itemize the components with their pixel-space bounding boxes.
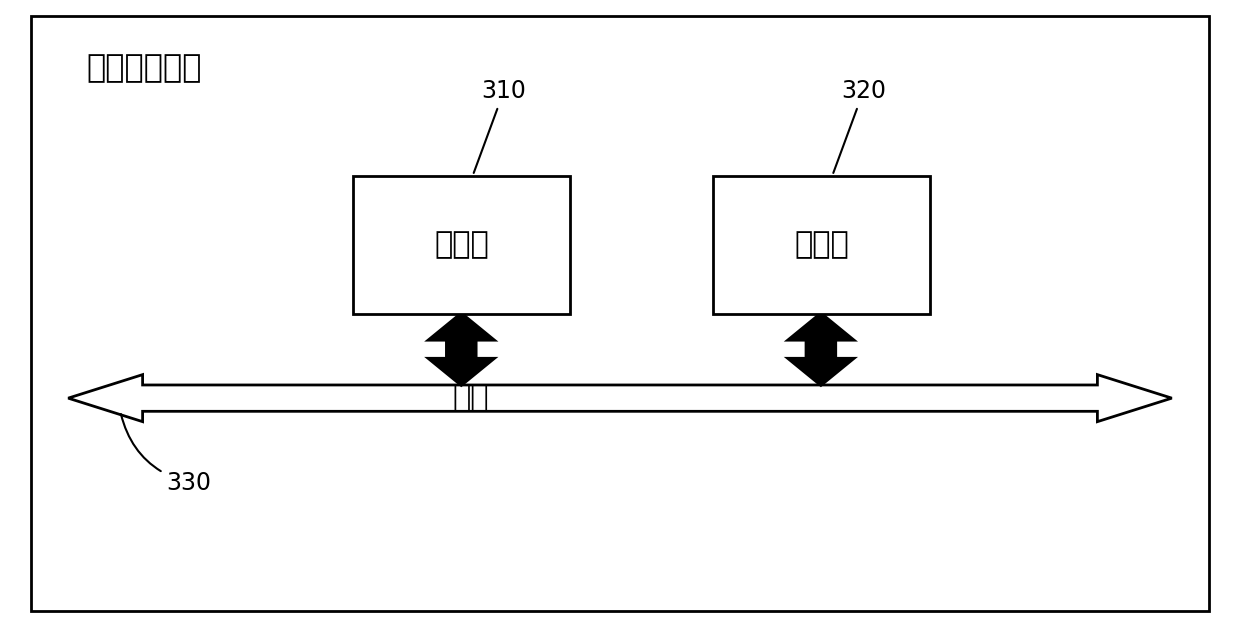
Text: 处理器: 处理器: [434, 230, 490, 259]
Bar: [353, 176, 570, 314]
Text: 310: 310: [474, 80, 526, 173]
Text: 存储器: 存储器: [794, 230, 849, 259]
Polygon shape: [68, 375, 1172, 421]
Text: 一种电子设备: 一种电子设备: [87, 53, 202, 84]
Polygon shape: [789, 314, 853, 385]
Polygon shape: [429, 314, 494, 385]
Text: 320: 320: [833, 80, 885, 173]
Text: 总线: 总线: [453, 384, 490, 413]
Text: 330: 330: [122, 414, 211, 495]
Bar: [713, 176, 930, 314]
